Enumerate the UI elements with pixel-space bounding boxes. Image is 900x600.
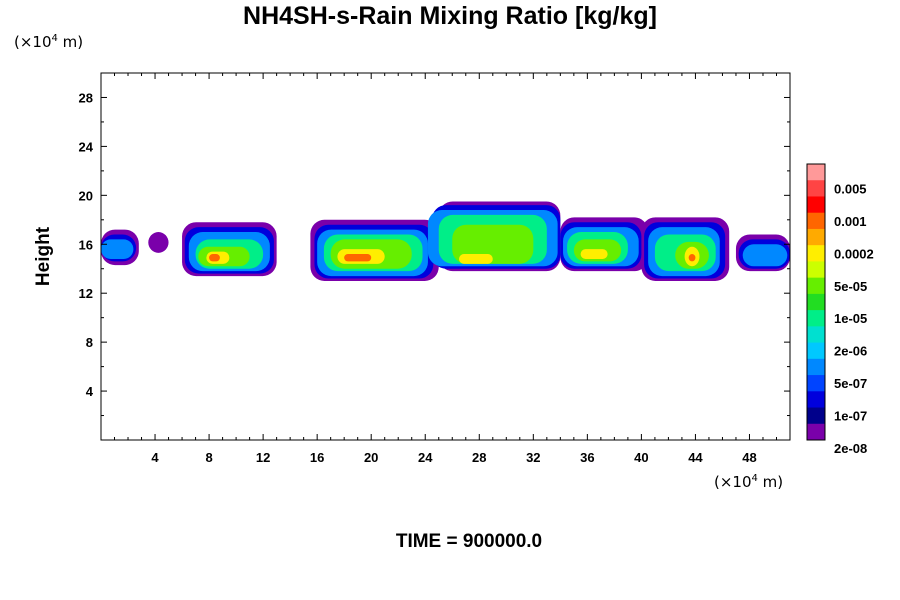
field-cell-level-5 [580,249,608,259]
colorbar-swatch [807,277,825,295]
field-cell-level-6 [209,254,220,262]
y-axis-label: Height [33,226,54,286]
x-tick-label: 12 [256,450,270,465]
field-cell-level-0 [148,232,169,253]
x-tick-label: 48 [742,450,756,465]
x-tick-label: 16 [310,450,324,465]
colorbar-swatch [807,196,825,214]
x-tick-label: 32 [526,450,540,465]
x-tick-label: 28 [472,450,486,465]
time-label: TIME = 900000.0 [395,531,543,552]
y-tick-label: 28 [79,90,93,105]
y-tick-label: 4 [86,384,94,399]
x-tick-label: 24 [418,450,433,465]
y-tick-label: 12 [79,286,93,301]
x-tick-label: 8 [205,450,212,465]
y-tick-label: 24 [79,139,94,154]
colorbar-label: 5e-05 [834,279,867,294]
colorbar-label: 0.005 [834,181,867,196]
colorbar-swatch [807,228,825,246]
colorbar-swatch [807,326,825,344]
colorbar-swatch [807,164,825,181]
x-tick-label: 20 [364,450,378,465]
colorbar-swatch [807,342,825,360]
x-axis-unit: (×104 m) [714,473,784,491]
colorbar-swatch [807,391,825,409]
colorbar-swatch [807,245,825,262]
field-cell-level-2 [742,244,788,267]
colorbar-swatch [807,375,825,392]
colorbar-label: 0.001 [834,214,867,229]
x-tick-label: 4 [151,450,159,465]
field-cell-level-2 [101,239,134,259]
colorbar-label: 2e-08 [834,441,867,456]
plot-frame [100,72,791,441]
y-tick-label: 16 [79,237,93,252]
field-cell-level-6 [344,254,372,262]
colorbar-swatch [807,212,825,230]
colorbar-swatch [807,293,825,311]
colorbar-label: 1e-07 [834,409,867,424]
field-cell-level-5 [459,254,493,264]
colorbar-swatch [807,423,825,441]
y-tick-label: 8 [86,335,93,350]
colorbar-label: 0.0002 [834,246,874,261]
colorbar-label: 1e-05 [834,311,867,326]
colorbar-swatch [807,358,825,376]
colorbar-swatch [807,261,825,279]
x-tick-label: 40 [634,450,648,465]
field-cell-level-6 [688,254,696,262]
y-axis-unit: (×104 m) [14,33,84,51]
colorbar-swatch [807,407,825,425]
colorbar-swatch [807,310,825,327]
colorbar-label: 2e-06 [834,344,867,359]
colorbar-frame [806,163,826,441]
y-tick-label: 20 [79,188,93,203]
x-tick-label: 44 [688,450,703,465]
x-tick-label: 36 [580,450,594,465]
colorbar-swatch [807,180,825,197]
colorbar-label: 5e-07 [834,376,867,391]
chart-title: NH4SH-s-Rain Mixing Ratio [kg/kg] [243,2,657,30]
